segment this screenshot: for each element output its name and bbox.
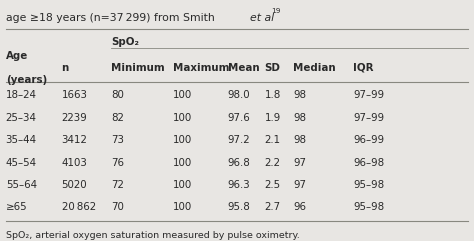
Text: 97–99: 97–99 [353,113,384,123]
Text: 100: 100 [173,113,192,123]
Text: (years): (years) [6,75,47,85]
Text: SpO₂: SpO₂ [111,37,139,47]
Text: 2.7: 2.7 [264,202,281,212]
Text: 1663: 1663 [62,90,88,100]
Text: 98: 98 [293,135,306,145]
Text: Minimum: Minimum [111,63,165,73]
Text: Maximum: Maximum [173,63,229,73]
Text: 100: 100 [173,135,192,145]
Text: 1.8: 1.8 [264,90,281,100]
Text: 76: 76 [111,158,124,167]
Text: 2.2: 2.2 [264,158,281,167]
Text: 100: 100 [173,90,192,100]
Text: 72: 72 [111,180,124,190]
Text: 97: 97 [293,158,306,167]
Text: 100: 100 [173,202,192,212]
Text: 5020: 5020 [62,180,87,190]
Text: 95–98: 95–98 [353,202,384,212]
Text: 73: 73 [111,135,124,145]
Text: 2.1: 2.1 [264,135,281,145]
Text: age ≥18 years (n=37 299) from Smith: age ≥18 years (n=37 299) from Smith [6,13,218,23]
Text: 96–99: 96–99 [353,135,384,145]
Text: 18–24: 18–24 [6,90,36,100]
Text: 70: 70 [111,202,124,212]
Text: 100: 100 [173,158,192,167]
Text: 45–54: 45–54 [6,158,37,167]
Text: 19: 19 [272,8,281,14]
Text: 98: 98 [293,90,306,100]
Text: 100: 100 [173,180,192,190]
Text: 4103: 4103 [62,158,88,167]
Text: Median: Median [293,63,336,73]
Text: n: n [62,63,69,73]
Text: 95–98: 95–98 [353,180,384,190]
Text: 35–44: 35–44 [6,135,37,145]
Text: 96: 96 [293,202,306,212]
Text: 3412: 3412 [62,135,88,145]
Text: 96.3: 96.3 [228,180,250,190]
Text: 97.2: 97.2 [228,135,250,145]
Text: 97.6: 97.6 [228,113,250,123]
Text: 97: 97 [293,180,306,190]
Text: 97–99: 97–99 [353,90,384,100]
Text: et al: et al [250,13,274,23]
Text: 2239: 2239 [62,113,87,123]
Text: 1.9: 1.9 [264,113,281,123]
Text: ≥65: ≥65 [6,202,27,212]
Text: 96–98: 96–98 [353,158,384,167]
Text: 2.5: 2.5 [264,180,281,190]
Text: IQR: IQR [353,63,374,73]
Text: 96.8: 96.8 [228,158,250,167]
Text: 20 862: 20 862 [62,202,96,212]
Text: 55–64: 55–64 [6,180,37,190]
Text: SD: SD [264,63,280,73]
Text: Age: Age [6,51,28,60]
Text: 95.8: 95.8 [228,202,250,212]
Text: 25–34: 25–34 [6,113,36,123]
Text: 98.0: 98.0 [228,90,250,100]
Text: 82: 82 [111,113,124,123]
Text: 98: 98 [293,113,306,123]
Text: Mean: Mean [228,63,259,73]
Text: 80: 80 [111,90,124,100]
Text: SpO₂, arterial oxygen saturation measured by pulse oximetry.: SpO₂, arterial oxygen saturation measure… [6,231,300,240]
